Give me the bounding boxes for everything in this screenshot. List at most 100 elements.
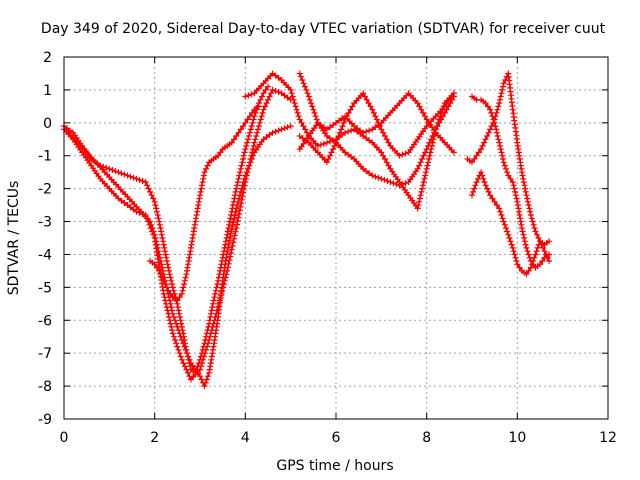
data-point [534, 231, 540, 238]
data-point [174, 323, 181, 330]
data-point [255, 123, 262, 130]
data-point [363, 128, 370, 135]
data-point [429, 133, 436, 139]
data-point [176, 294, 183, 301]
data-point [291, 100, 298, 107]
data-point [178, 356, 185, 363]
data-point [212, 290, 219, 297]
data-point [184, 369, 191, 376]
data-point [385, 139, 392, 146]
data-point [475, 149, 482, 156]
data-point [142, 179, 149, 186]
data-point [378, 149, 385, 156]
data-point [500, 156, 506, 162]
series-track-6 [296, 70, 457, 189]
data-point [475, 175, 481, 182]
data-point [288, 90, 295, 97]
data-point [495, 103, 502, 110]
data-point [524, 195, 531, 202]
data-point [181, 343, 188, 350]
data-point [166, 271, 173, 278]
data-point [259, 109, 266, 116]
data-point [204, 373, 211, 380]
data-point [234, 202, 241, 209]
data-point [240, 179, 247, 186]
data-point [238, 196, 245, 203]
data-point [233, 133, 240, 139]
data-point [121, 199, 128, 206]
data-point [481, 179, 488, 186]
data-point [501, 162, 508, 169]
data-point [419, 182, 426, 189]
data-point [215, 152, 222, 159]
data-point [384, 178, 391, 184]
data-point [525, 267, 532, 274]
y-tick-label: -6 [38, 313, 52, 329]
data-point [176, 314, 183, 320]
data-point [518, 221, 525, 228]
data-point [524, 198, 531, 205]
data-point [246, 129, 253, 136]
data-point [308, 100, 315, 107]
data-point [197, 188, 204, 195]
x-axis-label: GPS time / hours [276, 458, 393, 474]
data-point [127, 173, 134, 180]
data-point [443, 106, 450, 113]
data-point [162, 281, 169, 288]
data-point [296, 116, 303, 123]
data-point [165, 287, 172, 294]
data-point [179, 287, 186, 294]
data-point [416, 162, 423, 169]
data-point [519, 228, 526, 235]
data-point [380, 129, 387, 136]
data-point [240, 156, 247, 162]
data-point [334, 136, 341, 143]
data-point [525, 202, 532, 209]
data-point [176, 330, 183, 337]
x-tick-label: 10 [508, 430, 526, 446]
data-point [255, 126, 261, 133]
data-point [260, 106, 267, 113]
data-point [470, 188, 477, 195]
data-point [351, 123, 358, 130]
data-point [185, 353, 192, 360]
data-point [157, 254, 163, 261]
series-track-9 [464, 70, 553, 248]
data-point [528, 215, 535, 222]
data-point [416, 195, 423, 202]
data-point [487, 192, 494, 199]
data-point [144, 182, 151, 189]
data-point [424, 162, 431, 169]
data-point [295, 113, 302, 120]
data-point [154, 212, 161, 218]
data-point [522, 185, 529, 192]
data-point [168, 277, 175, 284]
data-point [199, 360, 205, 367]
data-point [209, 304, 216, 311]
data-point [172, 317, 179, 324]
data-point [228, 139, 235, 146]
data-point [298, 119, 305, 126]
data-point [349, 103, 356, 110]
data-point [505, 172, 512, 179]
y-tick-label: -7 [38, 346, 52, 362]
series-track-8 [296, 90, 457, 156]
data-point [362, 93, 368, 100]
data-point [534, 244, 541, 251]
data-point [175, 346, 182, 353]
data-point [366, 137, 373, 144]
y-tick-label: 0 [43, 116, 52, 132]
data-point [182, 274, 189, 281]
series-track-1 [61, 83, 271, 376]
data-point [499, 215, 506, 222]
data-point [507, 175, 514, 182]
data-point [226, 257, 233, 264]
data-point [484, 185, 491, 192]
data-point [275, 127, 282, 134]
data-point [493, 126, 500, 133]
data-point [197, 366, 203, 373]
data-point [537, 238, 543, 245]
data-point [163, 284, 170, 291]
data-point [235, 129, 242, 136]
data-point [485, 188, 492, 195]
